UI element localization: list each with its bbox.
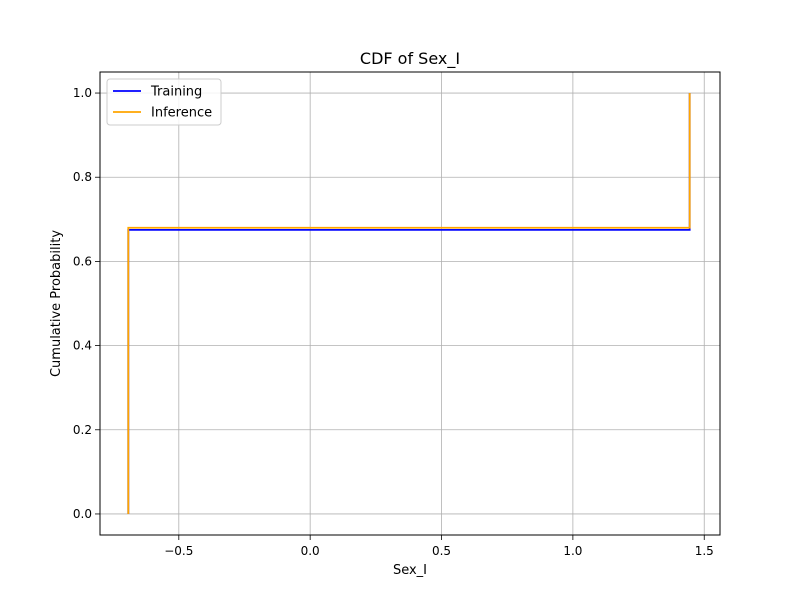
series-layer	[127, 93, 691, 514]
x-tick-label: 1.5	[695, 544, 714, 558]
x-tick-label: 0.0	[301, 544, 320, 558]
x-axis-ticks: −0.5 0.0 0.5 1.0 1.5	[164, 535, 714, 558]
plot-frame	[99, 71, 721, 536]
y-tick-label: 0.0	[73, 507, 92, 521]
series-line-training	[127, 93, 691, 514]
y-axis-label: Cumulative Probability	[49, 230, 64, 377]
y-tick-label: 0.2	[73, 423, 92, 437]
y-tick-label: 0.8	[73, 170, 92, 184]
y-axis-ticks: 0.0 0.2 0.4 0.6 0.8 1.0	[73, 86, 100, 521]
chart-title: CDF of Sex_I	[360, 49, 460, 69]
y-tick-label: 0.4	[73, 339, 92, 353]
y-tick-label: 0.6	[73, 254, 92, 268]
x-axis-label: Sex_I	[393, 563, 427, 578]
y-tick-label: 1.0	[73, 86, 92, 100]
legend: Training Inference	[106, 78, 222, 126]
x-tick-label: 1.0	[563, 544, 582, 558]
series-line-inference	[127, 93, 691, 514]
x-tick-label: 0.5	[432, 544, 451, 558]
x-tick-label: −0.5	[164, 544, 193, 558]
legend-label-inference: Inference	[151, 106, 212, 121]
legend-label-training: Training	[150, 85, 202, 100]
grid-lines	[100, 72, 720, 535]
